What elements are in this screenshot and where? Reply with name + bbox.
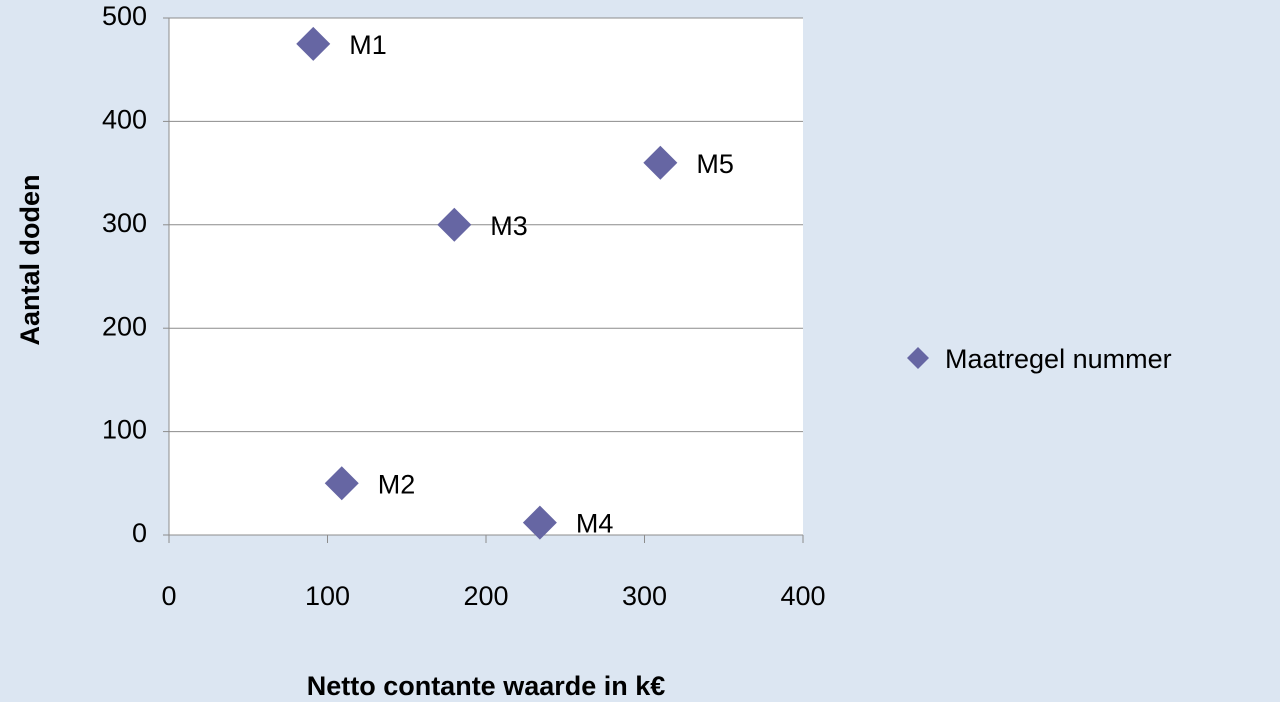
data-label: M5 (696, 149, 734, 179)
x-tick-label: 400 (780, 581, 825, 611)
x-tick-label: 200 (463, 581, 508, 611)
data-point (522, 505, 557, 540)
y-tick-label: 500 (102, 1, 147, 31)
x-tick-label: 100 (305, 581, 350, 611)
data-label: M3 (490, 211, 528, 241)
y-tick-label: 200 (102, 311, 147, 341)
y-tick-label: 100 (102, 415, 147, 445)
data-label: M2 (378, 469, 416, 499)
data-label: M4 (576, 509, 614, 539)
legend-marker (907, 347, 929, 369)
data-point (324, 466, 359, 501)
x-axis-title: Netto contante waarde in k€ (307, 671, 666, 701)
x-tick-label: 300 (622, 581, 667, 611)
y-tick-label: 400 (102, 105, 147, 135)
legend-label: Maatregel nummer (945, 344, 1172, 374)
plot-area (169, 18, 803, 535)
x-tick-label: 0 (161, 581, 176, 611)
y-tick-label: 300 (102, 208, 147, 238)
y-axis-title: Aantal doden (15, 174, 45, 345)
data-label: M1 (349, 30, 387, 60)
data-point (643, 145, 678, 180)
y-tick-label: 0 (132, 518, 147, 548)
data-point (437, 207, 472, 242)
data-point (296, 26, 331, 61)
